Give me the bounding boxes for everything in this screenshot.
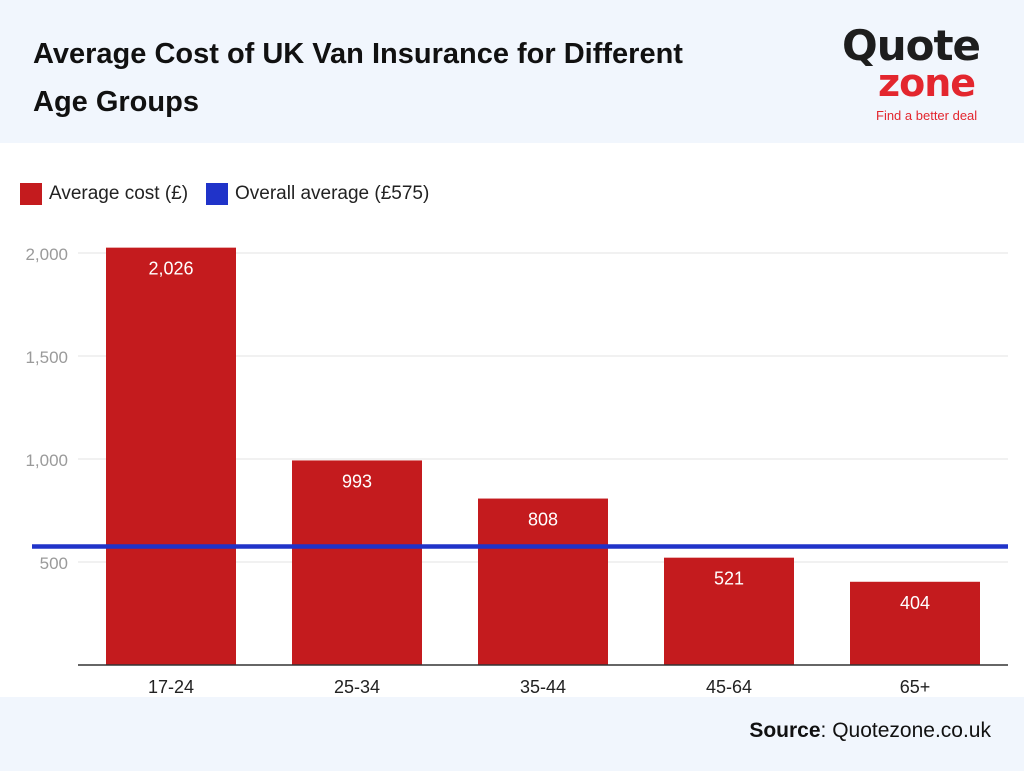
chart-title: Average Cost of UK Van Insurance for Dif… xyxy=(33,38,683,118)
y-tick-label: 2,000 xyxy=(25,245,68,264)
bar xyxy=(850,581,980,665)
bar xyxy=(478,498,608,665)
source-text: : Quotezone.co.uk xyxy=(820,719,991,742)
x-tick-label: 45-64 xyxy=(706,677,752,695)
logo-text-quote: Quote xyxy=(842,21,981,70)
data-label: 808 xyxy=(528,510,558,530)
x-tick-label: 25-34 xyxy=(334,677,380,695)
footer-banner: Source: Quotezone.co.uk xyxy=(0,697,1024,771)
bar xyxy=(292,460,422,665)
logo-tagline: Find a better deal xyxy=(876,108,978,123)
logo-text-zone: zone xyxy=(878,61,976,105)
x-tick-label: 65+ xyxy=(900,677,931,695)
data-label: 993 xyxy=(342,471,372,491)
y-tick-label: 1,000 xyxy=(25,451,68,470)
x-tick-label: 35-44 xyxy=(520,677,566,695)
data-label: 521 xyxy=(714,569,744,589)
legend-label-overall-average: Overall average (£575) xyxy=(235,183,430,204)
source-label: Source xyxy=(749,719,821,742)
x-tick-label: 17-24 xyxy=(148,677,194,695)
bar xyxy=(106,247,236,666)
legend-swatch-average-cost xyxy=(20,183,42,205)
data-label: 2,026 xyxy=(148,259,193,279)
data-label: 404 xyxy=(900,593,930,613)
y-tick-label: 500 xyxy=(40,554,68,573)
source-credit: Source: Quotezone.co.uk xyxy=(749,719,991,743)
quotezone-logo[interactable]: Quote zone Find a better deal xyxy=(842,22,1002,127)
legend-label-average-cost: Average cost (£) xyxy=(49,183,189,204)
bar-chart: 500 1,000 1,500 2,000 2,026 17-24 993 25-34 808 3… xyxy=(25,245,1008,695)
header-banner: Average Cost of UK Van Insurance for Dif… xyxy=(0,0,1024,143)
bar xyxy=(664,557,794,665)
y-tick-label: 1,500 xyxy=(25,348,68,367)
legend-swatch-overall-average xyxy=(206,183,228,205)
